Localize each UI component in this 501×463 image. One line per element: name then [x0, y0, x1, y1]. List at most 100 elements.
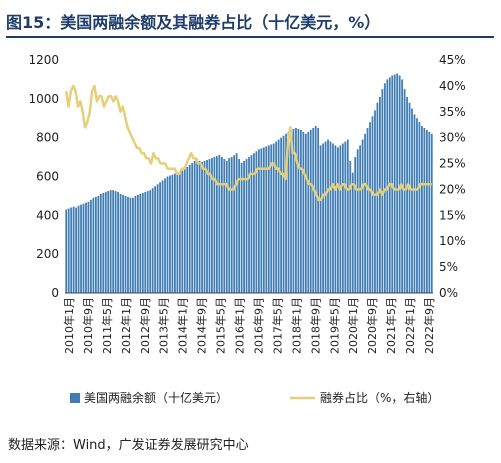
bar: [383, 83, 386, 293]
bar: [154, 186, 157, 293]
x-tick-label: 2020年9月: [365, 297, 379, 354]
bar: [223, 159, 226, 293]
bar: [290, 129, 292, 293]
left-tick-label: 400: [36, 208, 59, 222]
bar: [208, 159, 211, 293]
right-tick-label: 5%: [439, 260, 458, 274]
bar: [139, 193, 142, 293]
x-tick-label: 2020年1月: [346, 297, 360, 354]
bar: [324, 141, 327, 293]
bar: [235, 153, 238, 293]
bar: [255, 151, 258, 293]
x-tick-label: 2014年9月: [195, 297, 209, 354]
right-tick-label: 20%: [439, 182, 466, 196]
bar: [107, 191, 110, 293]
bar: [238, 159, 241, 293]
left-tick-label: 1000: [28, 92, 59, 106]
bar-series: [65, 73, 433, 294]
legend-bar-label: 美国两融余额（十亿美元）: [84, 390, 228, 405]
bar: [230, 157, 233, 293]
bar: [280, 137, 282, 293]
bar: [319, 145, 322, 293]
bar: [94, 196, 97, 293]
right-tick-label: 40%: [439, 79, 466, 93]
bar: [75, 207, 77, 293]
bar: [233, 155, 236, 293]
x-tick-label: 2012年9月: [138, 297, 152, 354]
bar: [119, 193, 122, 293]
title-underline: [6, 36, 494, 38]
bar: [102, 193, 105, 293]
bar: [127, 196, 129, 293]
bar: [295, 127, 297, 294]
bar: [198, 160, 201, 293]
bar: [196, 159, 199, 293]
bar: [344, 141, 347, 293]
bar: [329, 141, 332, 293]
bar: [243, 160, 245, 293]
bar: [354, 157, 357, 293]
right-tick-label: 10%: [439, 234, 466, 248]
legend: 美国两融余额（十亿美元） 融券占比（%，右轴）: [70, 390, 439, 405]
bar: [314, 126, 317, 294]
bar: [245, 159, 248, 293]
bar: [90, 199, 92, 293]
x-tick-label: 2015年5月: [214, 297, 228, 354]
right-tick-label: 35%: [439, 105, 466, 119]
bar: [403, 89, 406, 294]
bar: [201, 161, 203, 293]
bar: [216, 156, 218, 293]
source-note: 数据来源：Wind，广发证券发展研究中心: [8, 438, 249, 453]
left-tick-label: 800: [36, 131, 59, 145]
bar: [92, 197, 95, 293]
bar: [203, 160, 206, 293]
figure-title: 图15：美国两融余额及其融券占比（十亿美元，%）: [6, 13, 381, 32]
bar: [124, 195, 127, 293]
bar: [82, 203, 85, 293]
right-tick-label: 0%: [439, 286, 458, 300]
x-tick-label: 2022年1月: [403, 297, 417, 354]
bar: [423, 127, 426, 294]
bar: [334, 145, 337, 293]
left-tick-label: 0: [51, 286, 59, 300]
bar: [309, 129, 312, 293]
bar: [151, 188, 154, 293]
bar: [257, 149, 260, 293]
bar: [141, 193, 144, 293]
x-tick-label: 2010年1月: [62, 297, 76, 354]
bar: [174, 173, 176, 293]
x-tick-label: 2011年5月: [100, 297, 114, 354]
bar: [114, 191, 117, 293]
bar: [361, 139, 364, 293]
bar: [211, 158, 213, 293]
x-tick-label: 2014年1月: [176, 297, 190, 354]
bar: [80, 204, 82, 293]
bar: [406, 96, 408, 293]
bar: [87, 201, 90, 293]
right-tick-label: 30%: [439, 131, 466, 145]
bar: [322, 143, 324, 293]
bar: [253, 153, 255, 293]
bar: [327, 139, 329, 293]
bar: [366, 127, 369, 294]
bar: [376, 102, 379, 293]
bar: [67, 208, 70, 293]
bar: [341, 143, 344, 293]
line-series: [64, 84, 432, 202]
bar: [356, 149, 359, 293]
bar: [99, 193, 102, 293]
bar: [193, 160, 196, 293]
bar: [428, 131, 431, 293]
bar: [304, 133, 307, 293]
bar: [104, 192, 107, 293]
bar: [188, 164, 191, 293]
bar: [191, 162, 194, 293]
bar: [144, 192, 147, 293]
x-tick-label: 2013年5月: [157, 297, 171, 354]
bar: [181, 170, 184, 294]
bar: [176, 172, 179, 293]
bar: [136, 194, 139, 293]
legend-bar-swatch: [70, 393, 80, 403]
bar: [250, 155, 253, 293]
